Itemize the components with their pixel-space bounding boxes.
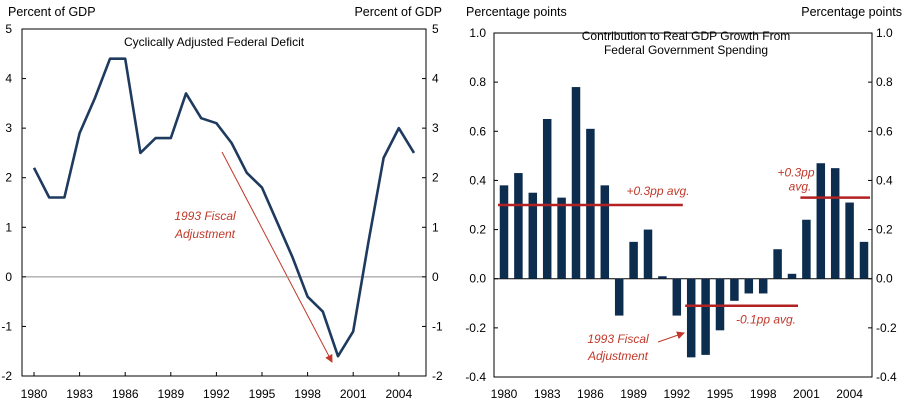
left-chart-x-tick-label: 2001 (340, 387, 367, 401)
right-chart-y-tick-label: 0.8 (469, 75, 486, 89)
left-chart-x-tick-label: 1998 (294, 387, 321, 401)
right-chart-y-tick-label: -0.2 (465, 321, 486, 335)
left-chart-annotation-line-1: 1993 Fiscal (174, 209, 236, 223)
left-chart-y-tick-label-right: 0 (432, 270, 439, 284)
right-chart-annotation-line-1: 1993 Fiscal (587, 332, 649, 346)
right-chart-y-tick-label: 0.4 (469, 173, 486, 187)
left-chart-x-tick-label: 1989 (157, 387, 184, 401)
right-chart-bar (859, 241, 869, 279)
left-chart-frame (21, 28, 427, 377)
left-chart-right-axis-label: Percent of GDP (354, 5, 442, 19)
right-chart-average-label: +0.3pp avg. (626, 184, 689, 198)
right-chart-bar (499, 185, 509, 279)
right-chart-y-tick-label-right: 0.4 (876, 173, 893, 187)
right-chart-bar (787, 273, 797, 279)
left-chart: Percent of GDP Percent of GDP Cyclically… (8, 5, 442, 363)
right-chart-bar (557, 197, 566, 279)
right-chart-bar (643, 229, 653, 279)
left-chart-y-tick-label-right: 4 (432, 72, 439, 86)
right-chart-average-label-line-1: +0.3pp (777, 166, 814, 180)
left-chart-x-tick-label: 2004 (385, 387, 412, 401)
right-chart-y-tick-label: 0.2 (469, 223, 486, 237)
right-chart-y-tick-label-right: 1.0 (876, 26, 893, 40)
right-chart-bar (758, 278, 768, 294)
left-chart-y-tick-label-right: 2 (432, 171, 439, 185)
left-chart-x-tick-label: 1983 (66, 387, 93, 401)
left-chart-x-tick-label: 1995 (249, 387, 276, 401)
left-chart-y-tick-label: -2 (1, 369, 12, 383)
left-chart-y-tick-label: 5 (5, 22, 12, 36)
right-chart-right-axis-label: Percentage points (801, 5, 902, 19)
right-chart-marks: 1.0 1.0 0.8 0.8 0.6 0.6 0.4 0.4 0.2 0.2 0.0 0.0 -0.2… (465, 26, 897, 401)
right-chart-title-line-2: Federal Government Spending (604, 43, 768, 57)
left-chart-title: Cyclically Adjusted Federal Deficit (124, 35, 305, 49)
left-chart-y-tick-label-right: -2 (432, 369, 443, 383)
right-chart-bar (816, 163, 826, 279)
right-chart-x-tick-label: 1980 (491, 387, 518, 401)
right-chart-bar (802, 219, 811, 279)
left-chart-y-tick-label-right: 5 (432, 22, 439, 36)
left-chart-y-tick-label: 4 (5, 72, 12, 86)
left-chart-y-tick-label: 0 (5, 270, 12, 284)
left-chart-y-tick-label: 3 (5, 121, 12, 135)
left-chart-annotation-arrow (221, 151, 333, 363)
right-chart-x-tick-label: 1995 (707, 387, 734, 401)
right-chart-x-tick-label: 1992 (663, 387, 690, 401)
right-chart-bar (744, 278, 754, 294)
right-chart-average-label: -0.1pp avg. (736, 313, 796, 327)
right-chart-y-tick-label-right: 0.2 (876, 223, 893, 237)
left-chart-y-tick-label-right: 3 (432, 121, 439, 135)
right-chart-y-tick-label-right: 0.6 (876, 124, 893, 138)
right-chart-x-tick-label: 1989 (620, 387, 647, 401)
left-chart-x-tick-label: 1986 (112, 387, 139, 401)
left-chart-x-tick-label: 1980 (21, 387, 48, 401)
left-chart-annotation-line-2: Adjustment (174, 227, 236, 241)
right-chart-bar (658, 276, 667, 279)
right-chart-title-line-1: Contribution to Real GDP Growth From (582, 29, 791, 43)
left-chart-y-tick-label-right: 1 (432, 220, 439, 234)
right-chart-bar (528, 192, 538, 279)
right-chart-left-axis-label: Percentage points (466, 5, 567, 19)
right-chart-bar (773, 249, 782, 279)
right-chart-x-tick-label: 2001 (793, 387, 820, 401)
right-chart-bar (629, 241, 638, 279)
left-chart-series-line (32, 57, 416, 358)
right-chart-annotation-arrow (657, 331, 685, 343)
left-chart-y-tick-label-right: -1 (432, 319, 443, 333)
left-chart-left-axis-label: Percent of GDP (8, 5, 96, 19)
right-chart-bar (845, 202, 854, 279)
right-chart-bar (542, 119, 552, 279)
left-chart-y-tick-label: -1 (1, 319, 12, 333)
right-chart-bar (701, 278, 710, 355)
right-chart-average-label-line-2: avg. (789, 180, 812, 194)
right-chart-y-tick-label: -0.4 (465, 370, 486, 384)
left-chart-y-tick-label: 2 (5, 171, 12, 185)
right-chart-frame (493, 32, 873, 378)
right-chart-x-tick-label: 2004 (836, 387, 863, 401)
right-chart-bar (514, 173, 523, 279)
right-chart-y-tick-label: 0.0 (469, 272, 486, 286)
right-chart-bar (571, 87, 581, 279)
right-chart-y-tick-label-right: 0.8 (876, 75, 893, 89)
right-chart-y-tick-label-right: -0.2 (876, 321, 897, 335)
right-chart-y-tick-label-right: -0.4 (876, 370, 897, 384)
right-chart-y-tick-label-right: 0.0 (876, 272, 893, 286)
right-chart-bar (672, 278, 682, 316)
right-chart-x-tick-label: 1986 (577, 387, 604, 401)
left-chart-marks: 5 5 4 4 3 3 2 2 1 1 0 0 -1 -1 -2 -2 1980 1983 1986 1989 1992… (1, 22, 443, 401)
right-chart-x-tick-label: 1983 (534, 387, 561, 401)
right-chart-y-tick-label: 1.0 (469, 26, 486, 40)
left-chart-y-tick-label: 1 (5, 220, 12, 234)
right-chart-bar (730, 278, 739, 301)
right-chart-bar (600, 185, 610, 279)
right-chart-bar (830, 168, 840, 279)
left-chart-x-tick-label: 1992 (203, 387, 230, 401)
right-chart-y-tick-label: 0.6 (469, 124, 486, 138)
right-chart-x-tick-label: 1998 (750, 387, 777, 401)
right-chart-bar (686, 278, 696, 358)
right-chart-annotation-line-2: Adjustment (587, 349, 649, 363)
right-chart-bar (614, 278, 624, 316)
